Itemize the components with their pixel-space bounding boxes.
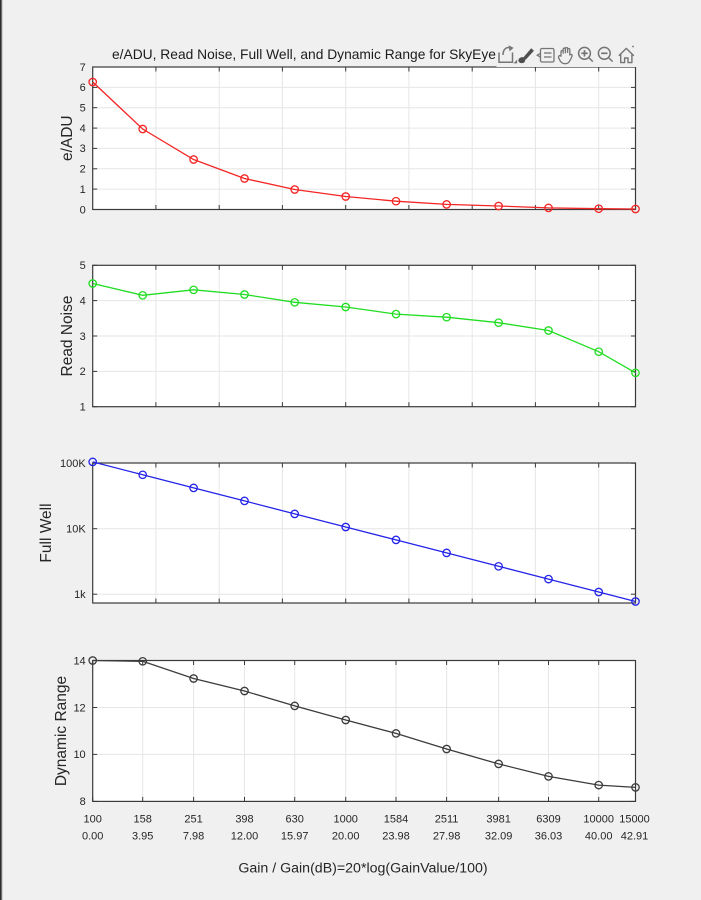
svg-text:630: 630 bbox=[286, 814, 304, 826]
svg-text:3.95: 3.95 bbox=[132, 831, 153, 843]
svg-text:251: 251 bbox=[184, 814, 202, 826]
svg-text:15000: 15000 bbox=[619, 814, 650, 826]
svg-text:100K: 100K bbox=[60, 458, 86, 470]
svg-text:1: 1 bbox=[80, 184, 86, 196]
svg-text:3981: 3981 bbox=[486, 814, 510, 826]
svg-text:Gain / Gain(dB)=20*log(GainVal: Gain / Gain(dB)=20*log(GainValue/100) bbox=[238, 861, 487, 877]
svg-text:40.00: 40.00 bbox=[585, 831, 613, 843]
svg-text:158: 158 bbox=[134, 814, 152, 826]
svg-text:32.09: 32.09 bbox=[485, 831, 513, 843]
svg-text:15.97: 15.97 bbox=[281, 831, 309, 843]
svg-text:10000: 10000 bbox=[583, 814, 614, 826]
svg-text:398: 398 bbox=[235, 814, 253, 826]
svg-text:1584: 1584 bbox=[384, 814, 408, 826]
svg-text:e/ADU, Read Noise, Full Well,: e/ADU, Read Noise, Full Well, and Dynami… bbox=[112, 47, 551, 62]
svg-text:3: 3 bbox=[80, 143, 86, 155]
svg-text:5: 5 bbox=[80, 103, 86, 115]
svg-text:Dynamic Range: Dynamic Range bbox=[53, 676, 70, 786]
svg-text:Read Noise: Read Noise bbox=[59, 296, 76, 377]
svg-text:2: 2 bbox=[80, 366, 86, 378]
svg-text:6309: 6309 bbox=[536, 814, 560, 826]
svg-text:5: 5 bbox=[80, 260, 86, 272]
svg-text:4: 4 bbox=[80, 123, 86, 135]
svg-text:Full Well: Full Well bbox=[38, 503, 55, 562]
svg-text:4: 4 bbox=[80, 295, 86, 307]
svg-text:27.98: 27.98 bbox=[433, 831, 461, 843]
svg-text:8: 8 bbox=[80, 796, 86, 808]
svg-text:1000: 1000 bbox=[333, 814, 357, 826]
svg-text:10K: 10K bbox=[66, 524, 86, 536]
svg-text:12: 12 bbox=[73, 702, 85, 714]
svg-text:10: 10 bbox=[73, 749, 85, 761]
svg-text:e/ADU: e/ADU bbox=[59, 115, 76, 161]
svg-text:7.98: 7.98 bbox=[183, 831, 204, 843]
svg-text:0: 0 bbox=[80, 204, 86, 216]
svg-text:12.00: 12.00 bbox=[231, 831, 259, 843]
svg-text:20.00: 20.00 bbox=[332, 831, 360, 843]
svg-text:14: 14 bbox=[73, 655, 85, 667]
svg-text:1: 1 bbox=[80, 402, 86, 414]
svg-text:2511: 2511 bbox=[435, 814, 459, 826]
svg-text:100: 100 bbox=[84, 814, 102, 826]
svg-text:36.03: 36.03 bbox=[535, 831, 563, 843]
svg-text:3: 3 bbox=[80, 331, 86, 343]
svg-text:42.91: 42.91 bbox=[621, 831, 649, 843]
svg-text:7: 7 bbox=[80, 62, 86, 74]
svg-text:0.00: 0.00 bbox=[82, 831, 103, 843]
svg-text:6: 6 bbox=[80, 82, 86, 94]
svg-text:23.98: 23.98 bbox=[382, 831, 410, 843]
svg-text:1k: 1k bbox=[74, 589, 86, 601]
svg-text:2: 2 bbox=[80, 164, 86, 176]
